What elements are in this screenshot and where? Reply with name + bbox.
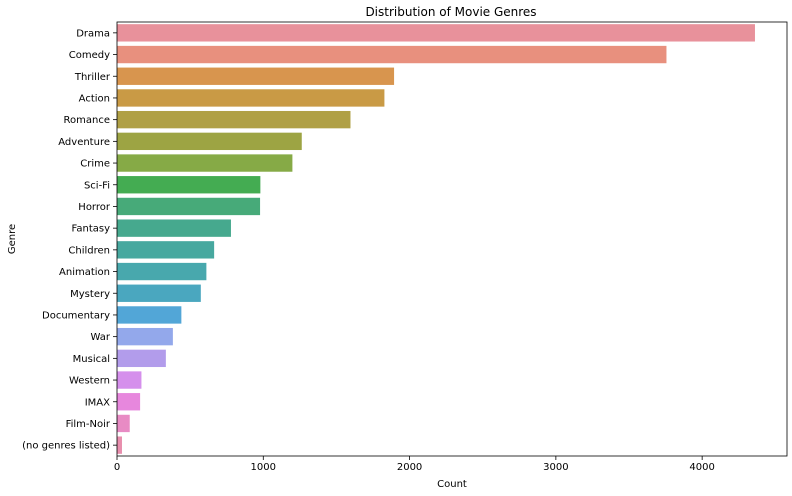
y-tick-labels: Drama Comedy Thriller Action Romance Adventur… [22, 28, 117, 452]
y-tick-label: (no genres listed) [22, 441, 110, 452]
y-tick-label: Horror [78, 202, 111, 213]
y-tick-label: Animation [59, 267, 110, 278]
bar-romance [117, 110, 351, 129]
x-tick-label: 3000 [543, 462, 568, 473]
bar-fantasy [117, 219, 231, 237]
y-tick-label: Comedy [69, 50, 110, 61]
bar-mystery [117, 284, 201, 302]
chart-title: Distribution of Movie Genres [365, 5, 536, 19]
bars-group [117, 24, 755, 454]
y-tick-label: Fantasy [72, 224, 111, 235]
y-tick-label: Children [68, 245, 110, 256]
y-tick-label: Thriller [74, 72, 111, 83]
bar-horror [117, 197, 261, 216]
x-axis-label: Count [437, 479, 467, 490]
y-tick-label: Drama [76, 28, 110, 39]
bar-sci-fi [117, 176, 261, 194]
bar-film-noir [117, 414, 130, 433]
y-tick-label: Adventure [58, 137, 110, 148]
x-tick-label: 4000 [689, 462, 714, 473]
bar-thriller [117, 67, 395, 85]
y-tick-label: IMAX [85, 397, 110, 408]
bar-no-genres-listed [117, 436, 122, 454]
bar-documentary [117, 306, 182, 324]
bar-war [117, 327, 173, 346]
bar-western [117, 371, 142, 389]
bar-imax [117, 393, 141, 411]
bar-animation [117, 262, 207, 281]
x-tick-label: 1000 [251, 462, 276, 473]
y-tick-label: Romance [64, 115, 110, 126]
bar-action [117, 89, 385, 107]
y-tick-label: Mystery [70, 289, 110, 300]
y-axis-label: Genre [7, 224, 18, 254]
y-tick-label: Musical [73, 354, 110, 365]
y-tick-label: Crime [80, 159, 110, 170]
y-tick-label: Action [79, 93, 110, 104]
bar-crime [117, 154, 293, 172]
x-ticks: 0 1000 2000 3000 4000 [114, 456, 715, 473]
bar-comedy [117, 45, 667, 64]
y-tick-label: Documentary [42, 310, 110, 321]
y-tick-label: Sci-Fi [84, 180, 110, 191]
bar-children [117, 241, 215, 259]
plot-frame [116, 21, 788, 457]
x-tick-label: 2000 [397, 462, 422, 473]
bar-adventure [117, 132, 302, 151]
y-tick-label: Film-Noir [66, 419, 111, 430]
x-tick-label: 0 [114, 462, 120, 473]
bar-drama [117, 24, 755, 42]
y-tick-label: War [91, 332, 111, 343]
y-tick-label: Western [69, 376, 110, 387]
bar-musical [117, 349, 166, 368]
